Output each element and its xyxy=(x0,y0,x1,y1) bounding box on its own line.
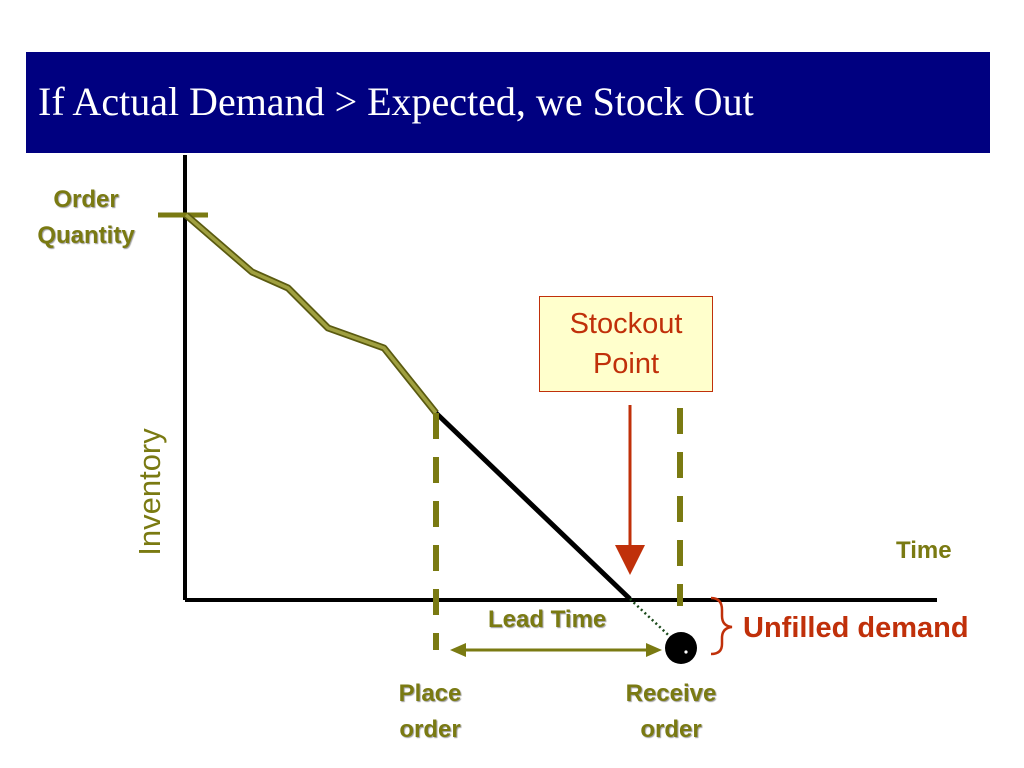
time-axis-label: Time xyxy=(896,537,952,564)
receive-order-line2: order xyxy=(640,716,702,743)
order-quantity-line2: Quantity xyxy=(37,222,135,249)
lead-time-arrowhead-left xyxy=(450,643,466,657)
order-quantity-label: Order Quantity xyxy=(26,182,146,254)
slide-title: If Actual Demand > Expected, we Stock Ou… xyxy=(38,79,754,124)
place-order-line1: Place xyxy=(398,680,462,707)
stockout-point-label: Stockout Point xyxy=(540,297,712,384)
actual-demand-line xyxy=(183,212,439,416)
receive-order-label: Receive order xyxy=(608,676,734,748)
unfilled-demand-brace xyxy=(710,596,733,656)
receive-order-line1: Receive xyxy=(625,680,717,707)
stockout-point-box: Stockout Point xyxy=(539,296,713,392)
stockout-line2: Point xyxy=(592,348,660,380)
title-bar: If Actual Demand > Expected, we Stock Ou… xyxy=(26,52,990,153)
receive-order-dot-shine xyxy=(684,650,688,654)
receive-order-dot xyxy=(665,632,697,664)
depletion-line xyxy=(434,411,632,601)
unfilled-demand-dotted-line xyxy=(629,598,681,647)
unfilled-demand-label: Unfilled demand xyxy=(743,612,969,644)
inventory-axis-label: Inventory xyxy=(132,428,167,556)
lead-time-label: Lead Time xyxy=(488,606,607,633)
place-order-line2: order xyxy=(399,716,461,743)
stockout-line1: Stockout xyxy=(569,308,683,340)
place-order-label: Place order xyxy=(380,676,480,748)
lead-time-arrowhead-right xyxy=(646,643,662,657)
actual-demand-line-highlight xyxy=(184,213,438,415)
order-quantity-line1: Order xyxy=(53,186,119,213)
